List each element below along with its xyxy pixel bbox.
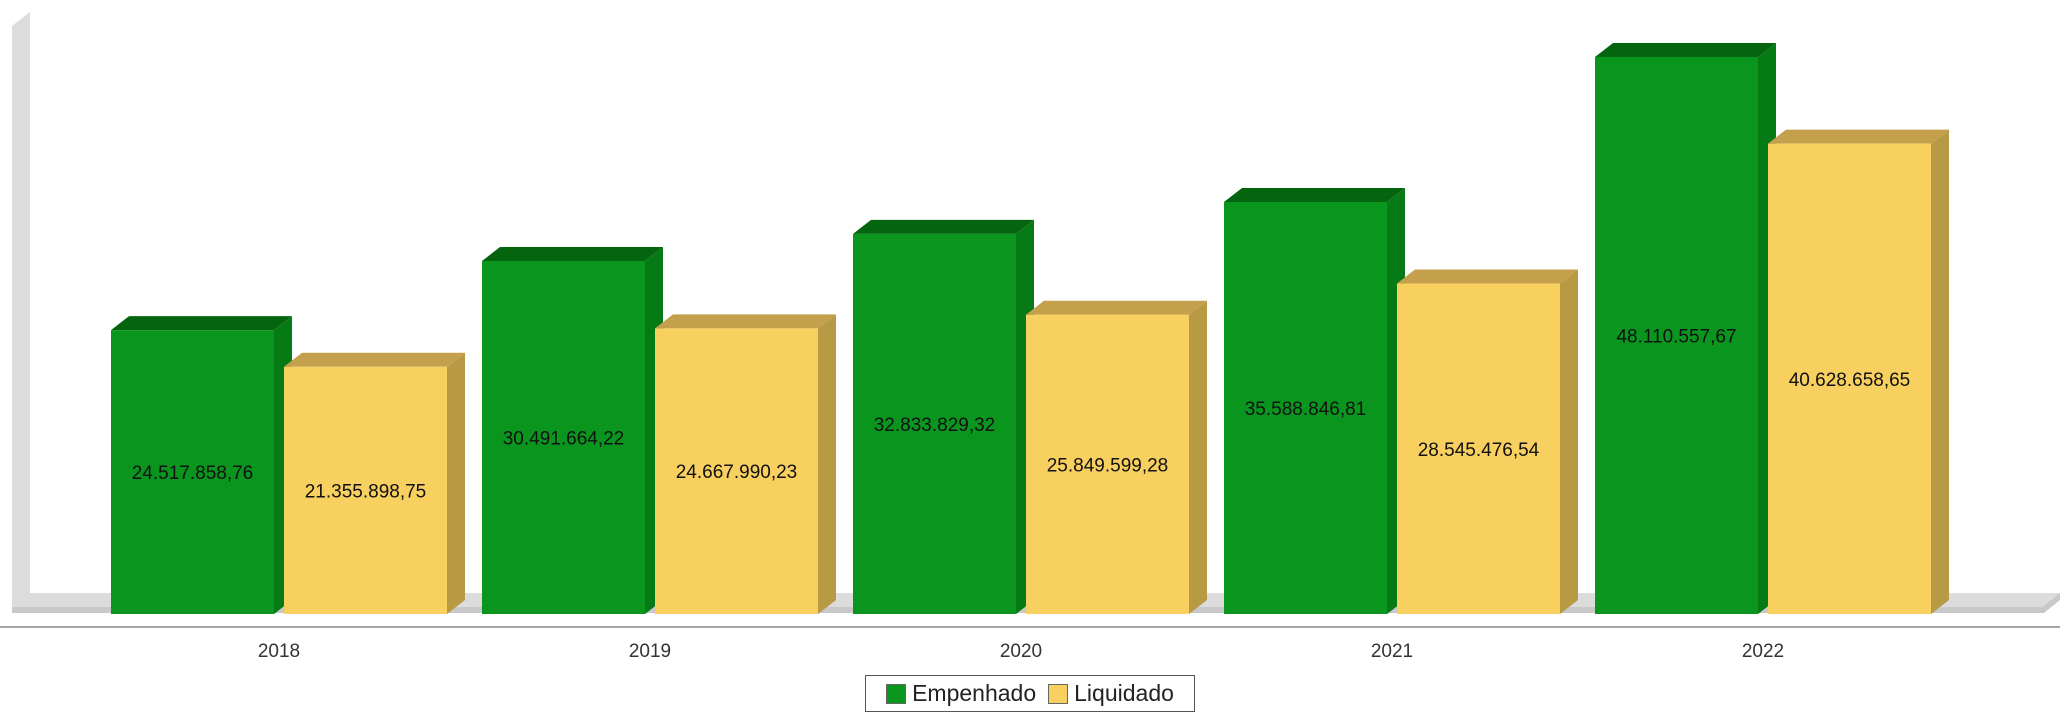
bar-top-liquidado-2019 (655, 314, 836, 329)
bar-top-empenhado-2018 (111, 316, 292, 331)
bar-front-liquidado-2020 (1026, 314, 1189, 614)
bar-empenhado-2018[interactable] (111, 316, 292, 614)
legend-label-empenhado: Empenhado (912, 680, 1037, 706)
bar-liquidado-2020[interactable] (1026, 300, 1207, 614)
value-label-empenhado-2019: 30.491.664,22 (503, 428, 625, 449)
value-label-empenhado-2018: 24.517.858,76 (132, 463, 254, 484)
bar-top-empenhado-2020 (853, 219, 1034, 234)
value-label-liquidado-2018: 21.355.898,75 (305, 481, 427, 502)
bar-front-empenhado-2021 (1224, 201, 1387, 615)
bar-liquidado-2022[interactable] (1768, 129, 1949, 614)
bar-front-empenhado-2018 (111, 330, 274, 614)
back-wall (12, 12, 30, 607)
value-label-empenhado-2021: 35.588.846,81 (1245, 399, 1367, 420)
bar-front-empenhado-2020 (853, 233, 1016, 614)
bar-liquidado-2021[interactable] (1397, 269, 1578, 614)
bar-front-liquidado-2022 (1768, 143, 1931, 614)
value-label-empenhado-2020: 32.833.829,32 (874, 415, 996, 436)
bar-side-liquidado-2022 (1931, 129, 1949, 614)
bar-side-liquidado-2021 (1560, 269, 1578, 614)
bar-front-liquidado-2018 (284, 366, 447, 614)
value-label-liquidado-2019: 24.667.990,23 (676, 462, 798, 483)
x-tick-label-2021: 2021 (1371, 641, 1413, 662)
bar-top-empenhado-2019 (482, 246, 663, 261)
legend-label-liquidado: Liquidado (1074, 680, 1174, 706)
bar-side-liquidado-2018 (447, 352, 465, 614)
bar-side-liquidado-2020 (1189, 300, 1207, 614)
bar-top-liquidado-2021 (1397, 269, 1578, 284)
bar-top-empenhado-2022 (1595, 43, 1776, 57)
bar-side-liquidado-2019 (818, 314, 836, 614)
bar-front-empenhado-2019 (482, 260, 645, 614)
bar-empenhado-2022[interactable] (1595, 43, 1776, 614)
bar-top-liquidado-2018 (284, 352, 465, 367)
legend-swatch-liquidado (1048, 683, 1069, 704)
bar-liquidado-2018[interactable] (284, 352, 465, 614)
bar-empenhado-2020[interactable] (853, 219, 1034, 614)
value-label-empenhado-2022: 48.110.557,67 (1616, 327, 1736, 348)
bar-empenhado-2019[interactable] (482, 246, 663, 615)
x-tick-label-2022: 2022 (1742, 641, 1784, 662)
x-tick-label-2020: 2020 (1000, 641, 1042, 662)
legend: Empenhado Liquidado (865, 675, 1195, 712)
bar-top-empenhado-2021 (1224, 187, 1405, 202)
x-tick-label-2018: 2018 (258, 641, 300, 662)
bar-front-liquidado-2019 (655, 328, 818, 614)
bar-top-liquidado-2022 (1768, 129, 1949, 144)
bar-front-empenhado-2022 (1595, 57, 1758, 614)
legend-item-empenhado[interactable]: Empenhado (886, 680, 1036, 707)
legend-item-liquidado[interactable]: Liquidado (1048, 680, 1174, 707)
x-tick-label-2019: 2019 (629, 641, 671, 662)
bar-top-liquidado-2020 (1026, 300, 1207, 315)
x-axis-labels: 2018 2019 2020 2021 2022 (258, 641, 1784, 662)
bars-group: 24.517.858,76 21.355.898,75 30.491.664,22 2… (111, 43, 1949, 615)
bar-liquidado-2019[interactable] (655, 314, 836, 614)
value-label-liquidado-2022: 40.628.658,65 (1789, 370, 1911, 391)
value-label-liquidado-2021: 28.545.476,54 (1418, 440, 1540, 461)
bar-front-liquidado-2021 (1397, 283, 1560, 614)
legend-swatch-empenhado (886, 683, 907, 704)
value-label-liquidado-2020: 25.849.599,28 (1047, 455, 1169, 476)
